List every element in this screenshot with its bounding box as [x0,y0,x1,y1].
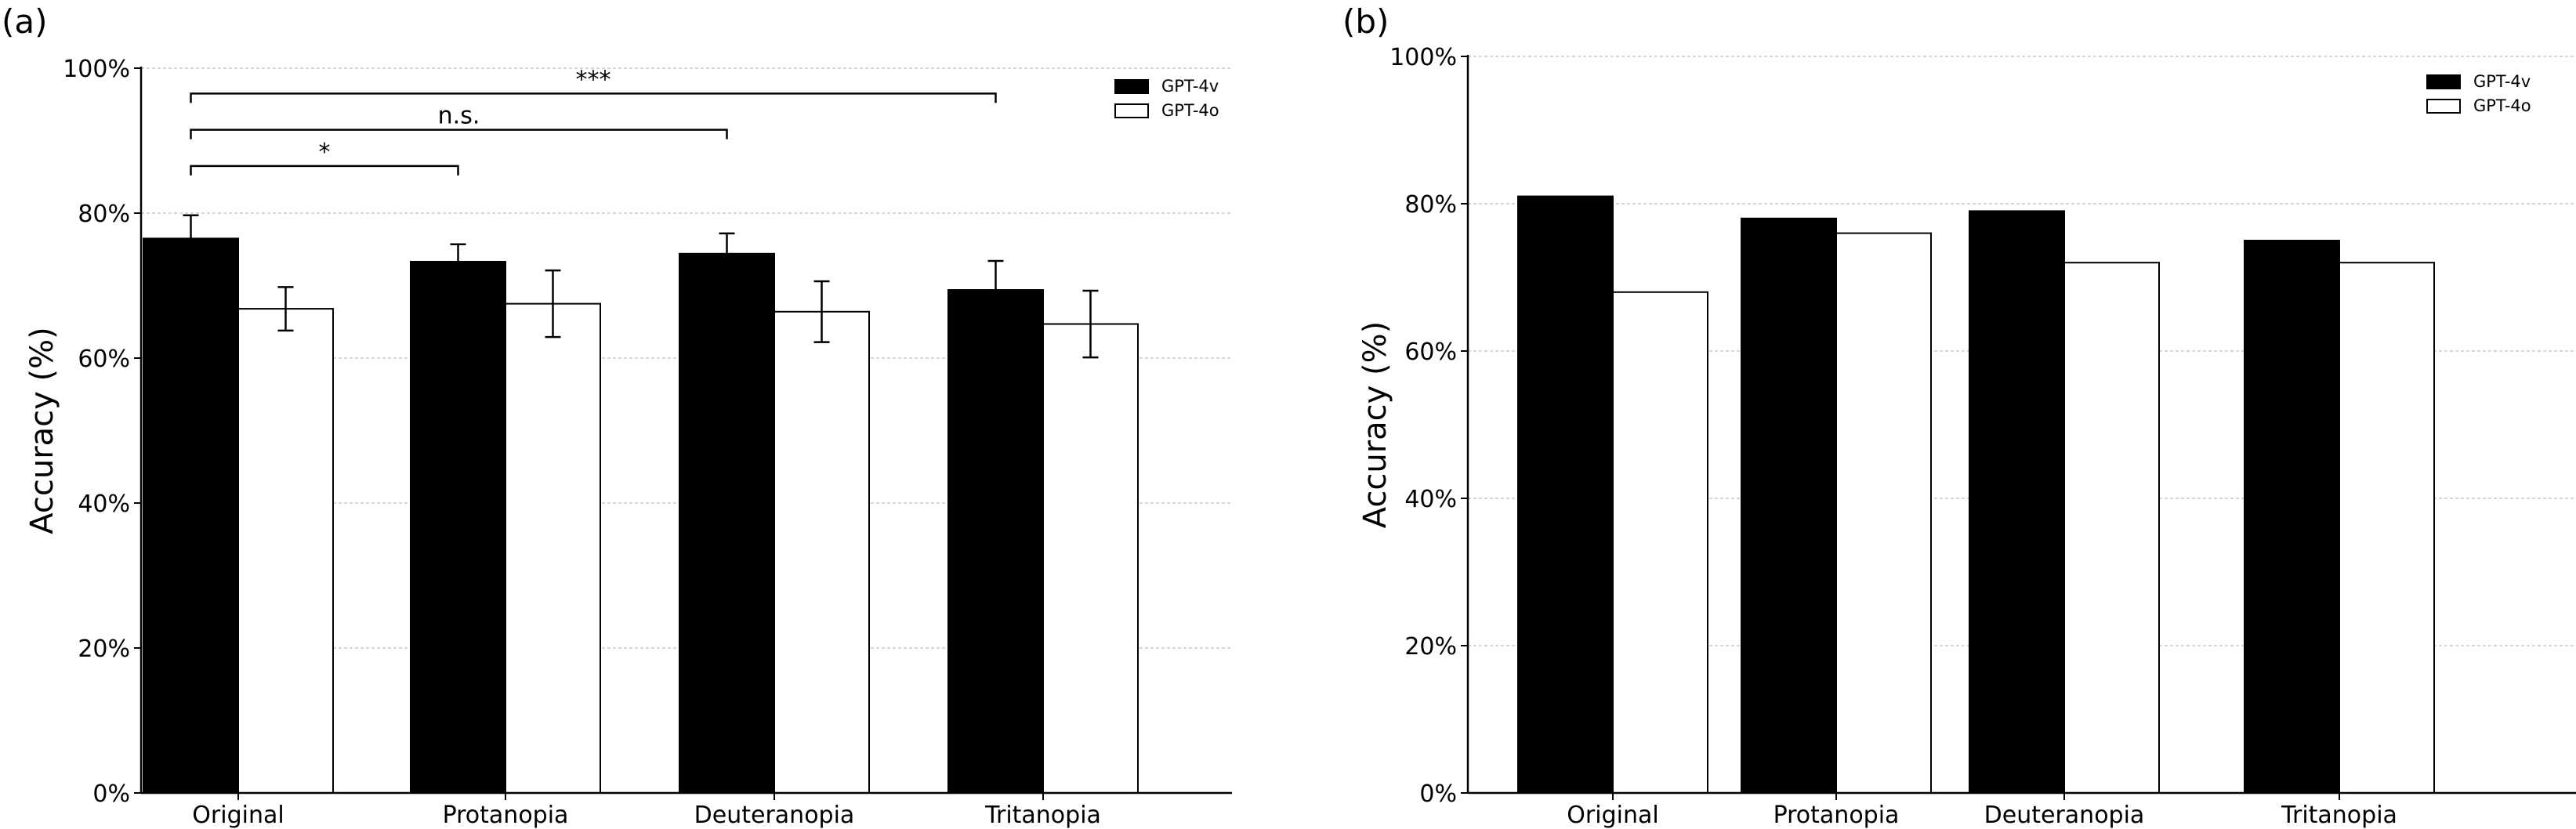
y-tick-label: 20% [78,635,130,663]
bar-gpt-4o-original [1612,291,1708,794]
bar-gpt-4o-protanopia [1835,232,1932,795]
legend-label: GPT-4o [1161,101,1219,120]
panel-a: (a) 0% 20% 40% 60% 80% 100% Accuracy (%) Origina… [2,2,1232,829]
y-tick-label: 40% [1404,486,1457,513]
bar-gpt-4v-protanopia [410,260,506,795]
bar-gpt-4o-deuteranopia [774,310,870,794]
x-tick-label: Original [192,802,284,829]
significance-label: * [319,139,331,166]
legend-label: GPT-4o [2473,96,2531,115]
legend-swatch-gpt-4o [1114,103,1149,118]
bar-gpt-4v-original [1517,195,1614,795]
y-tick-label: 100% [63,56,130,83]
bar-gpt-4o-original [237,308,334,795]
legend-swatch-gpt-4v [1114,79,1149,94]
y-tick-label: 40% [78,491,130,518]
y-axis-label: Accuracy (%) [1357,321,1393,529]
panel-label: (b) [1342,2,1389,41]
y-tick-label: 80% [1404,191,1457,219]
bar-gpt-4v-protanopia [1741,217,1837,794]
bar-gpt-4o-deuteranopia [2063,262,2160,794]
bar-gpt-4v-deuteranopia [679,252,775,794]
bar-gpt-4o-protanopia [505,302,601,794]
x-tick-label: Deuteranopia [694,802,855,829]
bar-gpt-4v-tritanopia [947,289,1044,794]
legend-label: GPT-4v [1161,77,1219,96]
x-tick-label: Tritanopia [2281,802,2397,829]
bar-gpt-4o-tritanopia [2339,262,2435,794]
y-tick-label: 60% [1404,338,1457,366]
x-tick-label: Protanopia [1773,802,1900,829]
y-axis-label: Accuracy (%) [24,327,60,534]
legend-swatch-gpt-4o [2426,99,2461,114]
x-tick-label: Protanopia [443,802,569,829]
significance-label: *** [576,66,611,93]
bar-gpt-4v-original [143,237,239,794]
y-tick-label: 20% [1404,633,1457,661]
x-tick-label: Original [1567,802,1658,829]
legend-label: GPT-4v [2473,72,2531,91]
significance-bracket [190,92,997,103]
panel-b: (b) 0% 20% 40% 60% 80% 100% Accuracy (%) Origina… [1342,2,2576,829]
y-tick-label: 80% [78,201,130,228]
bar-gpt-4o-tritanopia [1042,323,1139,794]
y-tick-label: 60% [78,346,130,373]
significance-label: n.s. [438,103,480,130]
x-tick-label: Tritanopia [984,802,1101,829]
y-tick-label: 100% [1389,44,1457,71]
significance-bracket [190,165,459,176]
y-tick-label: 0% [1419,780,1457,808]
bar-gpt-4v-deuteranopia [1969,210,2065,794]
bar-gpt-4v-tritanopia [2244,240,2340,794]
y-tick-label: 0% [92,780,130,808]
significance-bracket [190,129,728,139]
legend-swatch-gpt-4v [2426,74,2461,89]
panel-label: (a) [2,2,48,41]
x-tick-label: Deuteranopia [1984,802,2145,829]
